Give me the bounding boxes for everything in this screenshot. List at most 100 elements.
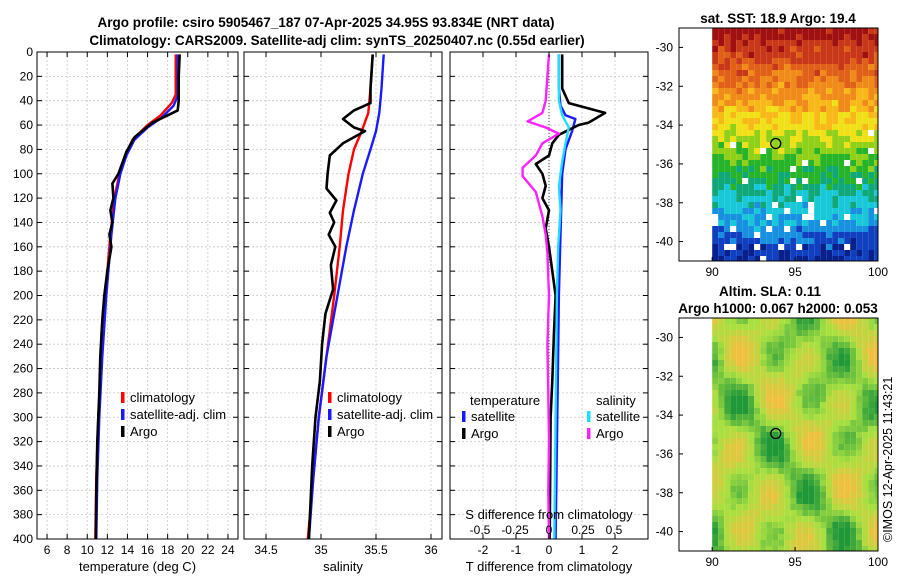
- sst_map-cell: [730, 112, 737, 118]
- sst_map-cell: [736, 172, 743, 178]
- sst_map-cell: [778, 118, 785, 124]
- sst_map-cell: [862, 202, 869, 208]
- sla_map-cell: [844, 384, 851, 390]
- sla_map-ytick-label: -34: [656, 408, 674, 422]
- sla_map-cell: [766, 402, 773, 408]
- sst_map-cell: [754, 136, 761, 142]
- sst_map-cell: [784, 130, 791, 136]
- sla_map-cell: [790, 420, 797, 426]
- sst_map-cell: [730, 190, 737, 196]
- sst_map-cell: [814, 154, 821, 160]
- sst_map-cell: [814, 52, 821, 58]
- sla_map-cell: [868, 366, 875, 372]
- sst_map-cell: [820, 124, 827, 130]
- sla_map-cell: [802, 336, 809, 342]
- sst_map-cell: [790, 70, 797, 76]
- sla_map-cell: [826, 432, 833, 438]
- sla_map-cell: [772, 468, 779, 474]
- sst_map-cell: [874, 148, 878, 154]
- sst_map-cell: [862, 196, 869, 202]
- sla_map-cell: [832, 420, 839, 426]
- sst_map-cell: [862, 34, 869, 40]
- sst_map-cell: [862, 238, 869, 244]
- sla_map-cell: [730, 372, 737, 378]
- sla_map-cell: [712, 480, 719, 486]
- sla_map-cell: [838, 456, 845, 462]
- sla_map-cell: [874, 540, 878, 546]
- sla_map-cell: [796, 540, 803, 546]
- sst_map-cell: [718, 190, 725, 196]
- sst_map-cell: [796, 244, 803, 250]
- sla_map-cell: [874, 498, 878, 504]
- sla_map-cell: [796, 414, 803, 420]
- sla_map-cell: [796, 384, 803, 390]
- sla_map-cell: [742, 354, 749, 360]
- sla_map-cell: [718, 372, 725, 378]
- sst_map-cell: [796, 76, 803, 82]
- sst_map-cell: [790, 88, 797, 94]
- sst_map-cell: [736, 106, 743, 112]
- temp-legend-climatology-swatch: [121, 392, 125, 403]
- sla_map-cell: [814, 414, 821, 420]
- sla_map-cell: [868, 432, 875, 438]
- sst_map-cell: [784, 220, 791, 226]
- sst_map-cell: [742, 52, 749, 58]
- sla_map-cell: [862, 318, 869, 324]
- sst_map-cell: [838, 94, 845, 100]
- sst_map-cell: [826, 166, 833, 172]
- sst_map-cell: [808, 112, 815, 118]
- sla_map-cell: [712, 378, 719, 384]
- sla_map-cell: [760, 402, 767, 408]
- sst_map-cell: [820, 82, 827, 88]
- sst_map-ytick-label: -36: [656, 157, 674, 171]
- sla_map-cell: [784, 366, 791, 372]
- sst_map-cell: [748, 220, 755, 226]
- sst_map-cell: [742, 100, 749, 106]
- sla_map-cell: [832, 384, 839, 390]
- sla_map-cell: [820, 336, 827, 342]
- sla_map-cell: [802, 324, 809, 330]
- sst_map-cell: [844, 238, 851, 244]
- sla_map-cell: [814, 348, 821, 354]
- sla_map-cell: [712, 498, 719, 504]
- sla_map-cell: [826, 468, 833, 474]
- sla_map-cell: [718, 486, 725, 492]
- sst_map-cell: [802, 142, 809, 148]
- sla_map-cell: [862, 366, 869, 372]
- sst_map-cell: [856, 202, 863, 208]
- diff-legend-title-temperature: temperature: [470, 393, 540, 408]
- sla_map-cell: [856, 480, 863, 486]
- sst_map-cell: [712, 46, 719, 52]
- sla_map-cell: [868, 546, 875, 551]
- sst_map-cell: [718, 178, 725, 184]
- sla_map-cell: [844, 354, 851, 360]
- sla_map-cell: [778, 342, 785, 348]
- sla_map-cell: [742, 408, 749, 414]
- sla_map-cell: [742, 528, 749, 534]
- sst_map-cell: [814, 196, 821, 202]
- sla_map-cell: [802, 354, 809, 360]
- sla_map-cell: [874, 396, 878, 402]
- sla_map-cell: [808, 420, 815, 426]
- sst_map-cell: [778, 172, 785, 178]
- sla_map-cell: [820, 540, 827, 546]
- sst_map-cell: [790, 154, 797, 160]
- sst_map-cell: [868, 214, 875, 220]
- sst_map-cell: [724, 52, 731, 58]
- sla_map-cell: [802, 528, 809, 534]
- sla_map-cell: [718, 318, 725, 324]
- sst_map-cell: [766, 118, 773, 124]
- sla_map-cell: [868, 390, 875, 396]
- sst_map-cell: [748, 196, 755, 202]
- sla_map-cell: [754, 408, 761, 414]
- sla_map-cell: [850, 318, 857, 324]
- sst_map-cell: [856, 232, 863, 238]
- sla_map-cell: [748, 492, 755, 498]
- sla_map-cell: [712, 360, 719, 366]
- sst_map-cell: [832, 64, 839, 70]
- sst_map-cell: [742, 106, 749, 112]
- sst_map-cell: [766, 202, 773, 208]
- sst_map-cell: [790, 256, 797, 261]
- sst_map-cell: [718, 64, 725, 70]
- sst_map-cell: [760, 250, 767, 256]
